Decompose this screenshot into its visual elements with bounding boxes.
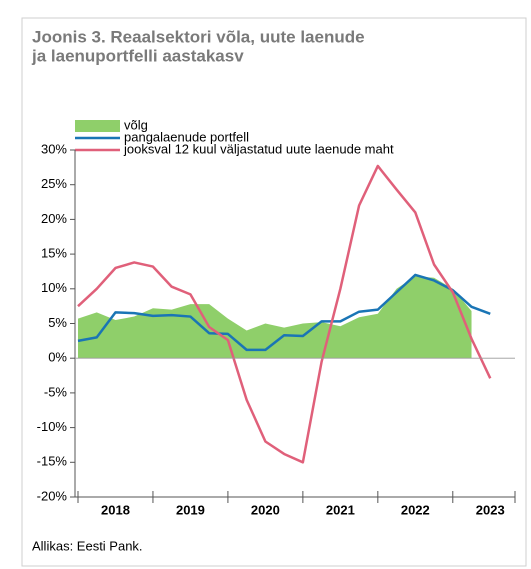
y-tick-label: -15%	[37, 454, 68, 469]
y-tick-label: 25%	[41, 176, 67, 191]
frame	[21, 17, 527, 567]
y-tick-label: -5%	[44, 384, 68, 399]
x-tick-label: 2019	[176, 502, 205, 517]
x-tick-label: 2018	[101, 502, 130, 517]
chart-title: Joonis 3. Reaalsektori võla, uute laenud…	[32, 27, 365, 46]
legend-label: võlg	[124, 117, 148, 132]
legend-swatch	[75, 120, 120, 132]
x-tick-label: 2023	[476, 502, 505, 517]
chart-title: ja laenuportfelli aastakasv	[31, 46, 244, 65]
legend-label: pangalaenude portfell	[124, 129, 249, 144]
area	[77, 276, 472, 359]
y-tick-label: 30%	[41, 141, 67, 156]
y-tick-label: -20%	[37, 488, 68, 503]
line	[77, 273, 491, 352]
x-tick-label: 2021	[326, 502, 355, 517]
y-tick-label: -10%	[37, 419, 68, 434]
x-tick-label: 2020	[251, 502, 280, 517]
x-tick-label: 2022	[401, 502, 430, 517]
y-tick-label: 20%	[41, 211, 67, 226]
line	[77, 164, 492, 464]
legend-label: jooksval 12 kuul väljastatud uute laenud…	[123, 141, 394, 156]
source: Allikas: Eesti Pank.	[32, 538, 143, 553]
y-tick-label: 10%	[41, 280, 67, 295]
y-tick-label: 15%	[41, 246, 67, 261]
y-tick-label: 0%	[48, 350, 67, 365]
y-tick-label: 5%	[48, 315, 67, 330]
